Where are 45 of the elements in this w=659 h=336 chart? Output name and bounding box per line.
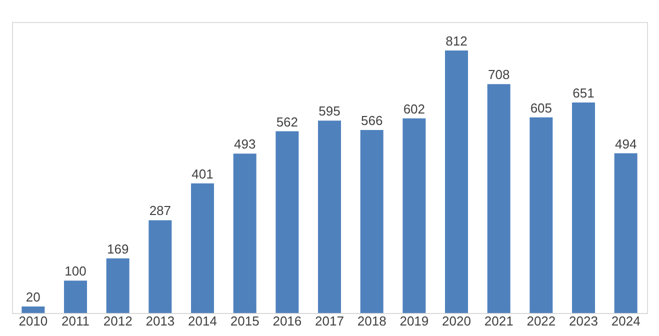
bar [487, 84, 510, 313]
data-label: 494 [614, 136, 637, 152]
x-tick-label: 2012 [103, 314, 132, 328]
data-label: 602 [403, 101, 426, 116]
bar [530, 117, 553, 313]
x-tick-label: 2022 [526, 314, 556, 328]
x-tick-label: 2020 [442, 314, 471, 328]
data-label: 493 [234, 136, 256, 152]
bar [276, 131, 299, 313]
data-label: 708 [488, 67, 510, 82]
data-label: 651 [572, 86, 594, 101]
bar [64, 280, 87, 313]
x-tick-label: 2016 [272, 314, 302, 328]
bar [360, 130, 384, 313]
bar [445, 50, 468, 313]
x-tick-label: 2014 [188, 314, 217, 328]
x-tick-label: 2015 [230, 314, 260, 328]
x-tick-label: 2017 [315, 314, 344, 328]
x-tick-label: 2021 [484, 314, 514, 328]
x-tick-label: 2011 [62, 314, 90, 328]
data-label: 605 [530, 100, 552, 116]
data-label: 287 [149, 203, 172, 218]
bar [572, 102, 595, 313]
data-label: 812 [446, 33, 468, 48]
x-tick-label: 2023 [569, 314, 598, 328]
data-label: 595 [318, 104, 340, 119]
data-label: 100 [64, 264, 86, 279]
bar [148, 220, 172, 313]
data-label: 562 [276, 114, 298, 130]
bar [191, 183, 214, 313]
x-tick-label: 2018 [357, 314, 386, 328]
x-tick-label: 2010 [18, 314, 48, 328]
data-label: 566 [360, 112, 383, 128]
x-tick-label: 2013 [146, 314, 175, 328]
bar [233, 154, 256, 313]
data-label: 401 [192, 166, 214, 182]
bar [402, 118, 426, 313]
bar [614, 153, 638, 313]
x-tick-label: 2024 [611, 314, 640, 328]
data-label: 20 [26, 290, 40, 305]
bar [318, 120, 341, 313]
bar [22, 306, 45, 313]
data-label: 169 [106, 241, 129, 256]
x-tick-label: 2019 [400, 314, 429, 328]
bar [106, 258, 130, 313]
